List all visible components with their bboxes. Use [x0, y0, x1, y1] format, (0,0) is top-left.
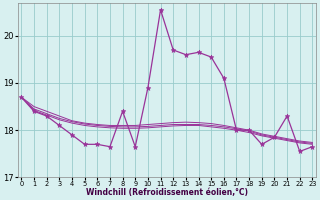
- X-axis label: Windchill (Refroidissement éolien,°C): Windchill (Refroidissement éolien,°C): [86, 188, 248, 197]
